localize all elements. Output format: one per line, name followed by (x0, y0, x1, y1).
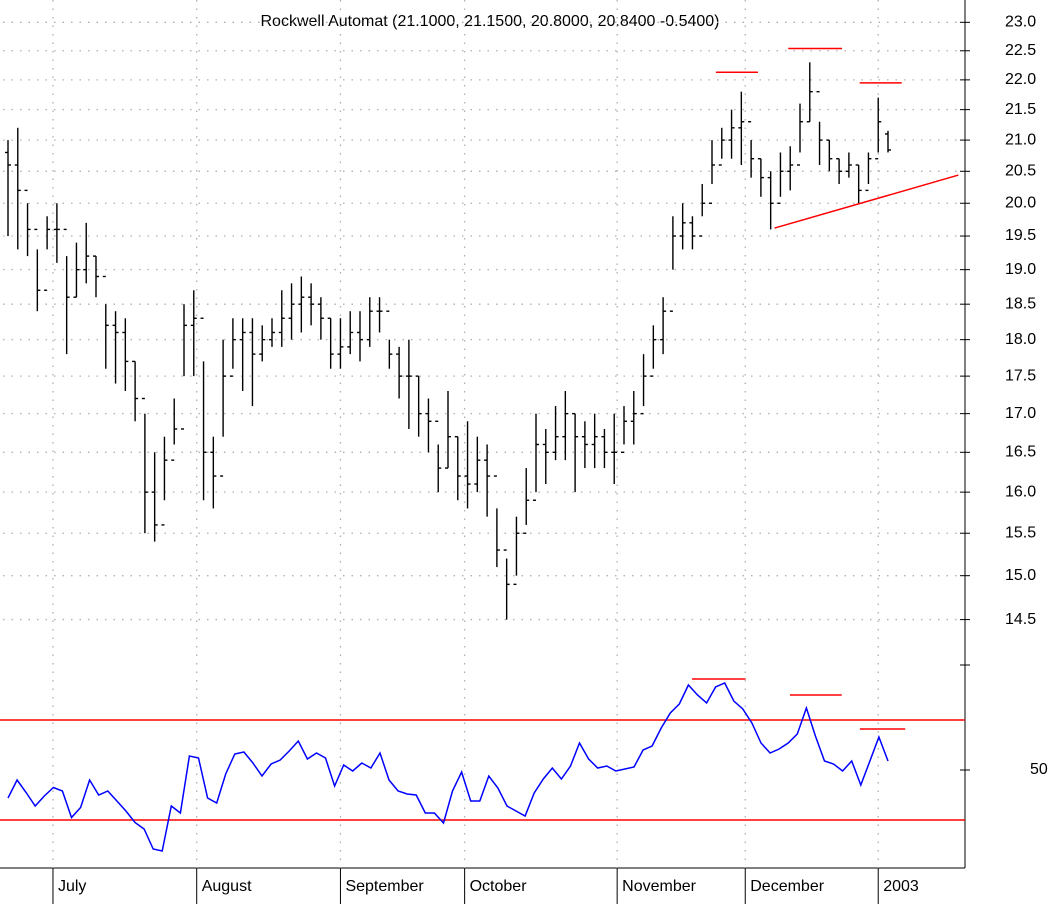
trend-line (774, 174, 959, 229)
y-tick-label: 18.0 (1005, 331, 1036, 348)
rsi-line (7, 682, 889, 852)
y-tick-label: 20.0 (1005, 194, 1036, 211)
y-tick-label: 22.5 (1005, 42, 1036, 59)
y-tick-label: 50 (1030, 761, 1048, 778)
x-tick-label: December (750, 878, 824, 895)
y-tick-label: 16.0 (1005, 483, 1036, 500)
y-tick-label: 15.0 (1005, 567, 1036, 584)
y-tick-label: 14.5 (1005, 611, 1036, 628)
y-tick-label: 19.5 (1005, 227, 1036, 244)
y-tick-label: 21.5 (1005, 101, 1036, 118)
x-tick-label: 2003 (883, 878, 919, 895)
y-tick-label: 17.5 (1005, 367, 1036, 384)
y-tick-label: 16.5 (1005, 444, 1036, 461)
y-tick-label: 18.5 (1005, 295, 1036, 312)
y-tick-label: 15.5 (1005, 524, 1036, 541)
x-tick-label: November (622, 878, 696, 895)
chart-title: Rockwell Automat (21.1000, 21.1500, 20.8… (261, 13, 720, 30)
x-tick-label: July (58, 878, 86, 895)
y-tick-label: 21.0 (1005, 131, 1036, 148)
x-tick-label: September (345, 878, 424, 895)
y-tick-label: 23.0 (1005, 14, 1036, 31)
y-tick-label: 19.0 (1005, 261, 1036, 278)
y-tick-label: 22.0 (1005, 71, 1036, 88)
y-tick-label: 17.0 (1005, 405, 1036, 422)
x-tick-label: August (202, 878, 252, 895)
y-tick-label: 20.5 (1005, 163, 1036, 180)
x-tick-label: October (470, 878, 528, 895)
